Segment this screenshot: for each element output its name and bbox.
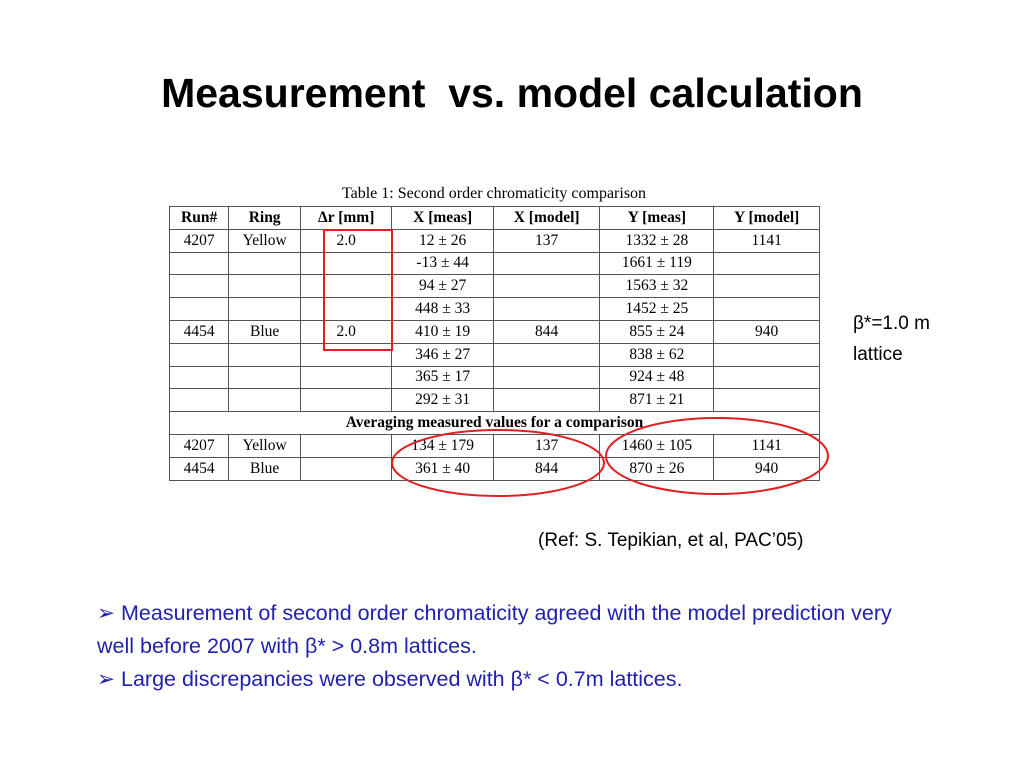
table-cell: 940 [713, 456, 820, 481]
header-cell: X [model] [492, 206, 601, 230]
table-cell: 1460 ± 105 [599, 433, 715, 458]
table-cell: 346 ± 27 [391, 342, 494, 367]
table-cell: 1661 ± 119 [599, 251, 715, 276]
header-cell: Δr [mm] [300, 206, 393, 230]
table-cell: 4207 [168, 433, 230, 458]
table-cell: 94 ± 27 [391, 274, 494, 299]
header-cell: Ring [228, 206, 302, 230]
table-cell: 924 ± 48 [599, 365, 715, 390]
table-cell: 871 ± 21 [599, 388, 715, 413]
table-cell: 1332 ± 28 [599, 228, 715, 253]
table-cell: 940 [713, 319, 820, 344]
table-row: 346 ± 27 838 ± 62 [168, 342, 820, 367]
table-cell: 1563 ± 32 [599, 274, 715, 299]
table-cell: 365 ± 17 [391, 365, 494, 390]
table-cell: Blue [228, 456, 302, 481]
bullet: Measurement of second order chromaticity… [97, 597, 927, 663]
table-cell: 844 [492, 319, 601, 344]
bullet: Large discrepancies were observed with β… [97, 663, 927, 696]
table-caption: Table 1: Second order chromaticity compa… [341, 185, 647, 202]
side-note: β*=1.0 m lattice [853, 308, 930, 370]
table-cell: 361 ± 40 [391, 456, 494, 481]
table-row: 4207 Yellow 2.0 12 ± 26 137 1332 ± 28 1141 [168, 228, 820, 253]
table-cell: 137 [492, 228, 601, 253]
header-cell: X [meas] [391, 206, 494, 230]
table-cell: 870 ± 26 [599, 456, 715, 481]
table-cell: 1141 [713, 228, 820, 253]
side-note-line: lattice [853, 344, 903, 365]
table-cell: Yellow [228, 433, 302, 458]
table-row: 4207 Yellow 134 ± 179 137 1460 ± 105 1141 [168, 433, 820, 458]
bullet-list: Measurement of second order chromaticity… [97, 597, 927, 696]
table-cell: 134 ± 179 [391, 433, 494, 458]
header-cell: Run# [168, 206, 230, 230]
side-note-line: β*=1.0 m [853, 313, 930, 334]
highlight-ellipse [391, 429, 605, 497]
section-row: Averaging measured values for a comparis… [169, 411, 820, 435]
table-cell [300, 456, 393, 481]
table-row: 4454 Blue 361 ± 40 844 870 ± 26 940 [168, 456, 820, 481]
slide-title: Measurement vs. model calculation [161, 70, 863, 116]
reference: (Ref: S. Tepikian, et al, PAC’05) [538, 530, 804, 551]
highlight-box [323, 229, 393, 351]
table-cell: Yellow [228, 228, 302, 253]
table-cell: 1141 [713, 433, 820, 458]
header-cell: Y [model] [713, 206, 820, 230]
highlight-ellipse [605, 417, 829, 495]
table-cell: 410 ± 19 [391, 319, 494, 344]
table-cell: 4207 [168, 228, 230, 253]
table-row: 365 ± 17 924 ± 48 [168, 365, 820, 390]
table-cell: 4454 [168, 456, 230, 481]
section-cell: Averaging measured values for a comparis… [169, 411, 820, 435]
